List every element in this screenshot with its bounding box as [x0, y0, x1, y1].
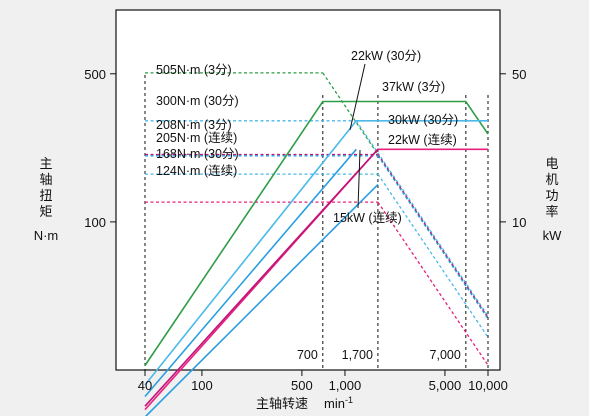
torque-annotations: 505N·m (3分) 300N·m (30分) 208N·m (3分) 205…: [156, 63, 239, 178]
y-left-label-char: 扭: [39, 188, 52, 203]
y-axis-left-label: 主 轴 扭 矩 N·m: [34, 156, 59, 243]
speed-marker-label: 700: [297, 348, 318, 362]
torque-decline-line: [355, 120, 489, 317]
power-curve-line: [144, 148, 357, 398]
power-label-22kw-30min-leader: [349, 63, 366, 131]
x-tick-label: 1,000: [329, 378, 362, 393]
power-curve-line: [144, 120, 488, 386]
power-label-22kw-30min: 22kW (30分): [351, 49, 421, 63]
torque-label-124: 124N·m (连续): [156, 163, 237, 178]
power-curve-line: [144, 148, 379, 407]
y-left-tick-label: 500: [84, 67, 106, 82]
power-label-30kw: 30kW (30分): [388, 113, 458, 127]
x-tick-label: 5,000: [429, 378, 462, 393]
power-lines: [144, 100, 489, 416]
x-tick-label: 500: [291, 378, 313, 393]
speed-marker-label: 7,000: [430, 348, 461, 362]
x-axis-unit: min-1: [324, 395, 353, 411]
x-tick-label: 40: [138, 378, 152, 393]
y-right-tick-label: 10: [512, 215, 526, 230]
power-label-22kw-cont: 22kW (连续): [388, 132, 457, 147]
torque-label-300: 300N·m (30分): [156, 94, 239, 108]
torque-label-208: 208N·m (3分): [156, 118, 232, 132]
x-tick-label: 100: [191, 378, 213, 393]
power-curve-line: [144, 100, 489, 366]
power-curve-line: [144, 184, 379, 416]
torque-label-205: 205N·m (连续): [156, 130, 237, 145]
y-left-label-char: 轴: [39, 172, 52, 187]
y-left-tick-label: 100: [84, 215, 106, 230]
x-axis-title: 主轴转速: [256, 396, 308, 411]
y-axis-right-label: 电 机 功 率 kW: [543, 156, 563, 243]
power-annotations: 22kW (30分) 37kW (3分) 30kW (30分) 22kW (连续…: [333, 49, 458, 225]
y-right-label-char: 率: [545, 204, 558, 219]
y-right-label-char: 电: [545, 156, 558, 171]
torque-label-505: 505N·m (3分): [156, 63, 232, 77]
power-label-15kw-leader: [357, 149, 361, 209]
speed-marker-label: 1,700: [342, 348, 373, 362]
y-left-label-char: 主: [39, 156, 52, 171]
y-right-label-char: 功: [545, 188, 558, 203]
y-right-unit: kW: [543, 228, 563, 243]
power-label-37kw: 37kW (3分): [382, 80, 445, 94]
y-left-label-char: 矩: [39, 204, 52, 219]
axis-ticks: 40 100 500 1,000 5,000 10,000 500 100 50 10: [84, 67, 526, 393]
x-tick-label: 10,000: [468, 378, 508, 393]
power-label-15kw: 15kW (连续): [333, 210, 402, 225]
y-left-unit: N·m: [34, 228, 59, 243]
torque-label-168: 168N·m (30分): [156, 147, 239, 161]
y-right-label-char: 机: [545, 172, 558, 187]
speed-guide-lines: 700 1,700 7,000: [144, 75, 489, 370]
torque-lines: [145, 72, 489, 366]
y-right-tick-label: 50: [512, 67, 526, 82]
plot-frame: [115, 9, 501, 371]
x-axis-label: 主轴转速 min-1: [256, 395, 353, 411]
